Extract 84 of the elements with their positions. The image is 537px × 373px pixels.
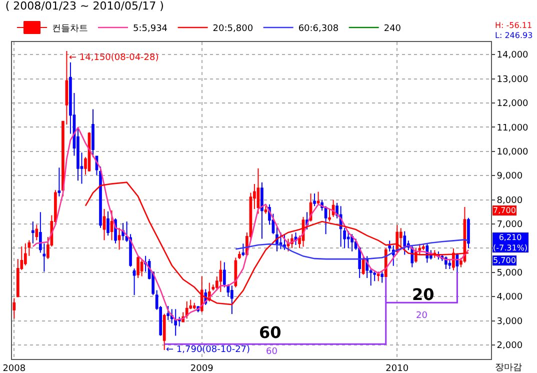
candlestick [230, 285, 234, 314]
annotation: ← 1,790(08-10-27) [166, 345, 250, 355]
candlestick [316, 191, 320, 205]
candlestick [166, 306, 170, 321]
legend-label: 60:6,308 [298, 24, 339, 34]
y-tick-label: 5,000 [496, 268, 523, 279]
y-tick-label: 2,000 [496, 341, 523, 352]
y-tick-label: 11,000 [496, 123, 529, 134]
annotation: 20 [416, 311, 428, 321]
candlestick [92, 108, 94, 158]
candlestick [106, 210, 110, 236]
candlestick [346, 230, 350, 249]
candlestick [110, 210, 114, 241]
candlestick [376, 271, 380, 282]
legend-label: 5:5,934 [133, 24, 168, 34]
candlestick [162, 313, 166, 351]
line-series [235, 239, 470, 260]
candlestick [279, 232, 282, 250]
annotation: ← 14,150(08-04-28) [69, 53, 159, 63]
candlestick [467, 217, 470, 249]
candlestick [380, 271, 384, 284]
text: 7,700 [493, 206, 516, 215]
candlestick [132, 268, 136, 296]
y-tick-label: 7,000 [496, 220, 523, 230]
candlestick [422, 243, 425, 251]
y-tick-label: 13,000 [496, 74, 529, 85]
y-tick-label: 14,000 [496, 50, 529, 61]
candlestick [242, 243, 245, 257]
candlestick [286, 238, 290, 252]
candlestick [399, 228, 402, 251]
text: 5,700 [493, 256, 516, 265]
candlestick [350, 234, 354, 252]
text: H: -56.11 [495, 21, 532, 30]
candlestick [328, 208, 331, 222]
candlestick [122, 222, 124, 241]
candlestick [185, 300, 188, 320]
candlestick [136, 255, 140, 278]
annotation: 20 [412, 285, 434, 304]
candlestick [313, 192, 316, 207]
candlestick [12, 298, 16, 320]
annotation: 60 [259, 323, 282, 342]
x-tick-label: 2008 [2, 364, 26, 373]
candlestick [102, 208, 106, 241]
candlestick [260, 182, 264, 240]
candlestick [403, 230, 406, 256]
candlestick [324, 206, 328, 235]
candlestick [24, 242, 27, 266]
candlestick [32, 221, 34, 244]
candlestick [392, 245, 395, 266]
candlestick [140, 258, 144, 277]
candlestick [373, 271, 376, 282]
x-tick-label: 2010 [386, 364, 409, 373]
candlestick [174, 308, 178, 336]
candlestick [283, 234, 286, 250]
candlestick [256, 168, 260, 214]
candlestick [264, 206, 268, 214]
legend-label: 240 [384, 24, 402, 34]
text: 장마감 [495, 363, 522, 373]
candlestick [192, 302, 196, 310]
legend-label: 컨들차트 [52, 24, 88, 34]
y-tick-label: 9,000 [496, 172, 523, 182]
candlestick [238, 250, 241, 260]
y-tick-label: 3,000 [496, 316, 523, 327]
annotation: 60 [266, 347, 278, 357]
candlestick [219, 260, 222, 292]
y-tick-label: 4,000 [496, 292, 523, 303]
candlestick [369, 268, 372, 286]
candlestick [448, 259, 452, 270]
candlestick [35, 224, 38, 241]
candlestick [452, 248, 455, 271]
candlestick [362, 256, 365, 276]
candlestick [396, 224, 399, 254]
legend-label: 20:5,800 [212, 24, 254, 34]
x-tick-label: 2009 [190, 364, 214, 373]
chart-title: ( 2008/01/23 ~ 2010/05/17 ) [5, 0, 164, 13]
candlestick [388, 240, 392, 252]
text: L: 246.93 [495, 31, 533, 40]
line-series [32, 126, 470, 321]
text: 6,210 (-7.31%) [493, 233, 528, 252]
candlestick [118, 227, 121, 250]
candlestick [58, 167, 61, 197]
y-tick-label: 10,000 [496, 148, 529, 158]
y-tick-label: 8,000 [496, 196, 523, 206]
y-tick-label: 12,000 [496, 99, 529, 110]
